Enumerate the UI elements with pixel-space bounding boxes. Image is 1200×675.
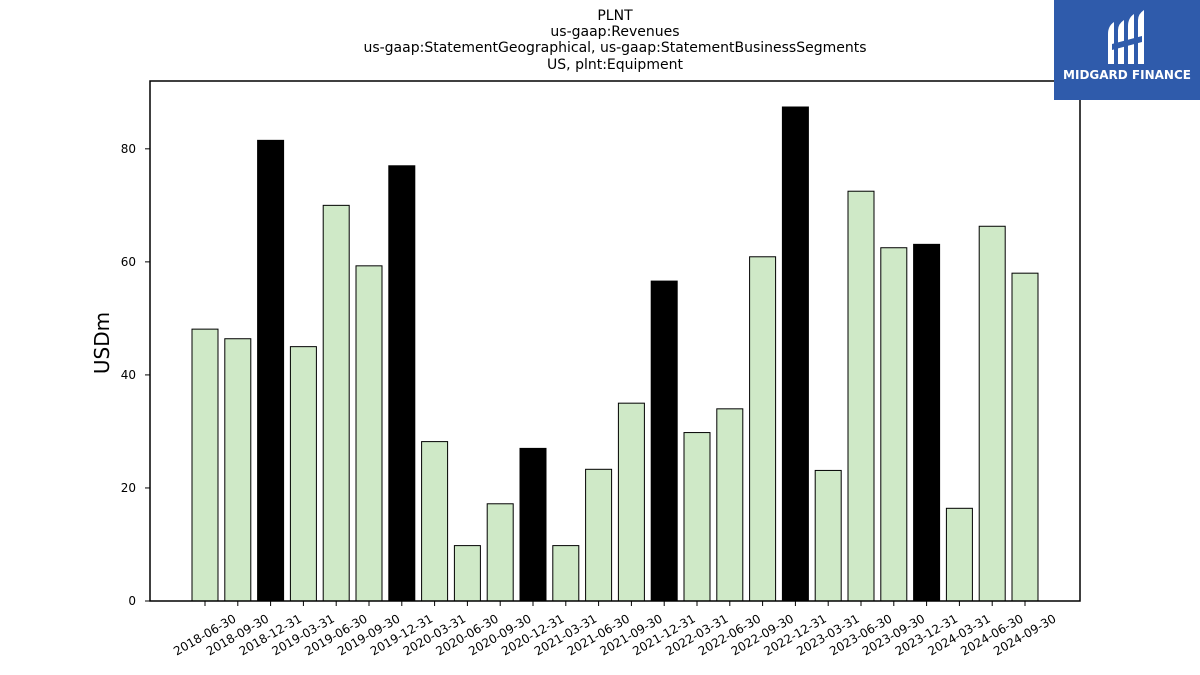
- bar-2021-12-31: [650, 280, 678, 602]
- bar-2021-09-30: [617, 402, 645, 602]
- bar-2021-03-31: [552, 545, 580, 602]
- bar-2022-03-31: [683, 432, 711, 602]
- y-tick-label: 80: [121, 142, 136, 156]
- bar-2024-06-30: [978, 225, 1006, 602]
- x-axis-ticks: 2018-06-302018-09-302018-12-312019-03-31…: [171, 601, 1059, 658]
- midgard-finance-logo: MIDGARD FINANCE: [1054, 0, 1200, 100]
- chart-title: PLNT us-gaap:Revenues us-gaap:StatementG…: [363, 8, 866, 73]
- y-tick-label: 20: [121, 481, 136, 495]
- plot-frame: [149, 80, 1081, 602]
- chart-title-line-2: us-gaap:Revenues: [550, 24, 679, 40]
- bar-2022-09-30: [749, 256, 777, 602]
- bar-2020-06-30: [453, 545, 481, 602]
- bar-2023-03-31: [814, 469, 842, 602]
- y-tick-label: 40: [121, 368, 136, 382]
- bars: [191, 106, 1039, 602]
- bar-2018-06-30: [191, 328, 219, 602]
- bar-2024-03-31: [945, 507, 973, 602]
- bar-2019-12-31: [388, 165, 416, 602]
- bar-2019-06-30: [322, 204, 350, 602]
- bar-2021-06-30: [585, 468, 613, 602]
- y-tick-label: 0: [128, 594, 136, 608]
- chart-title-line-4: US, plnt:Equipment: [547, 57, 683, 73]
- logo-mark-icon: [1054, 0, 1200, 100]
- chart-title-line-1: PLNT: [597, 8, 633, 24]
- bar-2019-09-30: [355, 265, 383, 602]
- logo-text: MIDGARD FINANCE: [1063, 68, 1191, 82]
- bar-2018-09-30: [224, 338, 252, 602]
- y-tick-label: 60: [121, 255, 136, 269]
- bar-2023-06-30: [847, 190, 875, 602]
- bar-2020-12-31: [519, 447, 547, 602]
- bar-2020-03-31: [421, 441, 449, 602]
- bar-2024-09-30: [1011, 272, 1039, 602]
- bar-2020-09-30: [486, 503, 514, 602]
- bar-2018-12-31: [257, 139, 285, 602]
- bar-2023-12-31: [913, 243, 941, 602]
- y-axis-ticks: 0 20 40 60 80: [121, 142, 150, 608]
- y-axis-label: USDm: [90, 312, 114, 374]
- bar-2022-12-31: [781, 106, 809, 602]
- chart-title-line-3: us-gaap:StatementGeographical, us-gaap:S…: [363, 40, 866, 56]
- bar-2019-03-31: [289, 346, 317, 602]
- bar-2022-06-30: [716, 408, 744, 602]
- bar-2023-09-30: [880, 247, 908, 602]
